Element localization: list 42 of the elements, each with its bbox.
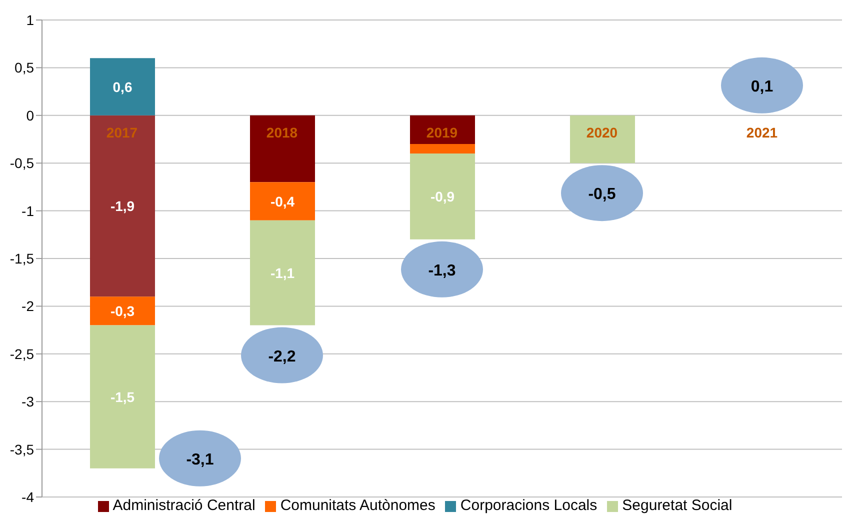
y-tick-label: -3 [22, 394, 34, 410]
x-tick-label: 2021 [746, 124, 778, 140]
legend-label: Corporacions Locals [460, 497, 598, 514]
y-tick-label: -4 [22, 488, 34, 505]
y-tick-label: 0 [26, 107, 34, 124]
y-tick-label: -2,5 [10, 346, 34, 362]
y-tick-label: -2 [22, 298, 34, 314]
bar [410, 154, 475, 240]
total-label: -2,2 [268, 348, 296, 366]
data-label: -1,9 [110, 198, 135, 214]
y-tick-label: -1 [22, 202, 34, 219]
y-tick-label: -0,5 [10, 155, 34, 172]
bar [90, 325, 155, 468]
bar [250, 220, 315, 326]
y-tick-label: 1 [26, 12, 34, 28]
bar [410, 144, 475, 154]
total-label: 0,1 [750, 78, 774, 96]
legend-label: Administració Central [112, 497, 256, 514]
bar [90, 296, 155, 326]
total-label: -1,3 [428, 262, 456, 280]
total-label: -0,5 [588, 186, 616, 204]
bar [250, 115, 315, 182]
x-tick-label: 2019 [426, 124, 458, 140]
bar [90, 58, 155, 116]
y-tick-label: 0,5 [14, 60, 34, 76]
x-tick-label: 2020 [586, 124, 618, 140]
data-label: -0,4 [270, 193, 295, 210]
data-label: -0,3 [110, 302, 135, 319]
bar [250, 182, 315, 220]
bar [410, 115, 475, 144]
data-label: -0,9 [430, 188, 455, 204]
data-label: -1,1 [270, 264, 295, 281]
bar [570, 115, 635, 164]
data-label: -1,5 [110, 388, 135, 405]
x-tick-label: 2018 [266, 124, 298, 140]
y-tick-label: -1,5 [10, 250, 34, 266]
data-label: 0,6 [112, 78, 132, 95]
bar [90, 115, 155, 297]
legend-label: Seguretat Social [622, 497, 732, 514]
legend-label: Comunitats Autònomes [280, 497, 436, 514]
y-tick-label: -3,5 [10, 441, 34, 458]
total-label: -3,1 [186, 451, 214, 468]
